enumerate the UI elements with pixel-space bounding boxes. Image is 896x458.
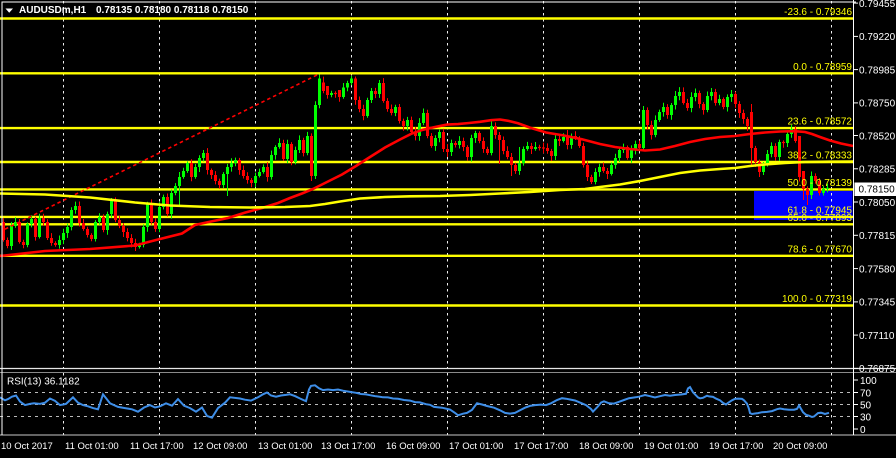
svg-text:13 Oct 17:00: 13 Oct 17:00 <box>321 441 375 452</box>
svg-text:0.77345: 0.77345 <box>859 298 896 309</box>
svg-text:19 Oct 17:00: 19 Oct 17:00 <box>709 441 763 452</box>
svg-text:0.79455: 0.79455 <box>859 0 896 10</box>
svg-text:50.0 - 0.78139: 50.0 - 0.78139 <box>788 178 853 189</box>
svg-text:19 Oct 01:00: 19 Oct 01:00 <box>644 441 698 452</box>
svg-text:100: 100 <box>860 376 877 387</box>
svg-text:100.0 - 0.77319: 100.0 - 0.77319 <box>782 294 852 305</box>
svg-text:0.77815: 0.77815 <box>859 231 896 242</box>
svg-text:20 Oct 09:00: 20 Oct 09:00 <box>773 441 827 452</box>
svg-text:18 Oct 09:00: 18 Oct 09:00 <box>579 441 633 452</box>
svg-text:61.8 - 0.77945: 61.8 - 0.77945 <box>788 205 853 216</box>
svg-text:0.79220: 0.79220 <box>859 32 896 43</box>
svg-text:13 Oct 01:00: 13 Oct 01:00 <box>258 441 312 452</box>
svg-text:11 Oct 17:00: 11 Oct 17:00 <box>130 441 184 452</box>
svg-text:65.0 - 0.77893: 65.0 - 0.77893 <box>788 213 853 224</box>
svg-text:0.78135 0.78180 0.78118 0.7815: 0.78135 0.78180 0.78118 0.78150 <box>96 5 249 16</box>
svg-text:17 Oct 01:00: 17 Oct 01:00 <box>449 441 503 452</box>
svg-text:0.0 - 0.78959: 0.0 - 0.78959 <box>793 62 852 73</box>
svg-text:30: 30 <box>860 413 872 424</box>
svg-text:10 Oct 2017: 10 Oct 2017 <box>1 441 53 452</box>
svg-text:16 Oct 09:00: 16 Oct 09:00 <box>386 441 440 452</box>
svg-text:0: 0 <box>860 425 866 436</box>
svg-text:0.77110: 0.77110 <box>859 331 895 342</box>
svg-text:0.76875: 0.76875 <box>859 364 896 375</box>
svg-text:0.78750: 0.78750 <box>859 99 896 110</box>
svg-text:-23.6 - 0.79346: -23.6 - 0.79346 <box>784 7 852 18</box>
svg-text:12 Oct 09:00: 12 Oct 09:00 <box>193 441 247 452</box>
svg-text:0.77580: 0.77580 <box>859 264 896 275</box>
svg-text:RSI(13) 36.1182: RSI(13) 36.1182 <box>7 377 80 388</box>
svg-text:0.78050: 0.78050 <box>859 198 896 209</box>
svg-text:0.78520: 0.78520 <box>859 131 896 142</box>
svg-text:38.2 - 0.78333: 38.2 - 0.78333 <box>788 151 853 162</box>
svg-text:AUDUSDm,H1: AUDUSDm,H1 <box>19 5 87 16</box>
svg-text:50: 50 <box>860 401 872 412</box>
svg-text:70: 70 <box>860 389 872 400</box>
svg-text:23.6 - 0.78572: 23.6 - 0.78572 <box>788 117 853 128</box>
svg-text:0.78285: 0.78285 <box>859 165 896 176</box>
svg-text:11 Oct 01:00: 11 Oct 01:00 <box>65 441 119 452</box>
svg-text:0.78150: 0.78150 <box>859 185 896 196</box>
svg-text:0.78985: 0.78985 <box>859 65 896 76</box>
svg-text:78.6 - 0.77670: 78.6 - 0.77670 <box>788 244 853 255</box>
svg-text:17 Oct 17:00: 17 Oct 17:00 <box>514 441 568 452</box>
